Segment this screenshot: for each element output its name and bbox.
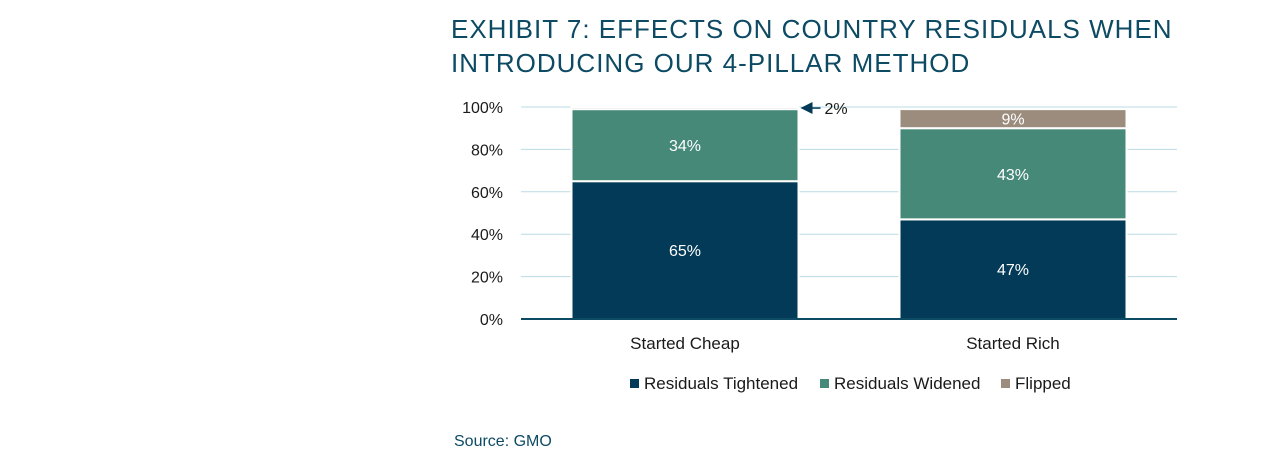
legend-label-residuals-widened: Residuals Widened (834, 374, 980, 393)
bar-started-rich-residuals-widened (898, 127, 1128, 221)
chart-title-line-2: INTRODUCING OUR 4-PILLAR METHOD (451, 48, 971, 78)
annotation-arrowhead (800, 102, 813, 115)
data-label: 47% (997, 262, 1029, 279)
y-tick-label-80: 80% (471, 142, 503, 159)
bar-started-cheap-residuals-widened (570, 108, 800, 183)
bar-started-rich-flipped (898, 108, 1128, 130)
data-label: 9% (1001, 112, 1024, 129)
x-tick-label-started-cheap: Started Cheap (630, 334, 740, 353)
data-label: 65% (669, 243, 701, 260)
legend-swatch-residuals-tightened (630, 379, 639, 388)
y-tick-label-20: 20% (471, 270, 503, 287)
legend-label-flipped: Flipped (1015, 374, 1071, 393)
chart-title: EXHIBIT 7: EFFECTS ON COUNTRY RESIDUALS … (451, 12, 1251, 80)
source-note: Source: GMO (454, 433, 552, 450)
y-tick-label-40: 40% (471, 227, 503, 244)
x-tick-label-started-rich: Started Rich (966, 334, 1060, 353)
legend-swatch-flipped (1001, 379, 1010, 388)
bar-started-rich-residuals-tightened (898, 218, 1128, 320)
legend-swatch-residuals-widened (820, 379, 829, 388)
y-tick-label-100: 100% (462, 100, 503, 117)
bar-started-cheap-residuals-tightened (570, 180, 800, 320)
annotation-label: 2% (825, 101, 848, 118)
bar-started-cheap-flipped (570, 106, 800, 111)
data-label: 43% (997, 167, 1029, 184)
legend-label-residuals-tightened: Residuals Tightened (644, 374, 798, 393)
y-tick-label-0: 0% (480, 312, 503, 329)
y-tick-label-60: 60% (471, 185, 503, 202)
chart-title-line-1: EXHIBIT 7: EFFECTS ON COUNTRY RESIDUALS … (451, 14, 1173, 44)
data-label: 34% (669, 138, 701, 155)
